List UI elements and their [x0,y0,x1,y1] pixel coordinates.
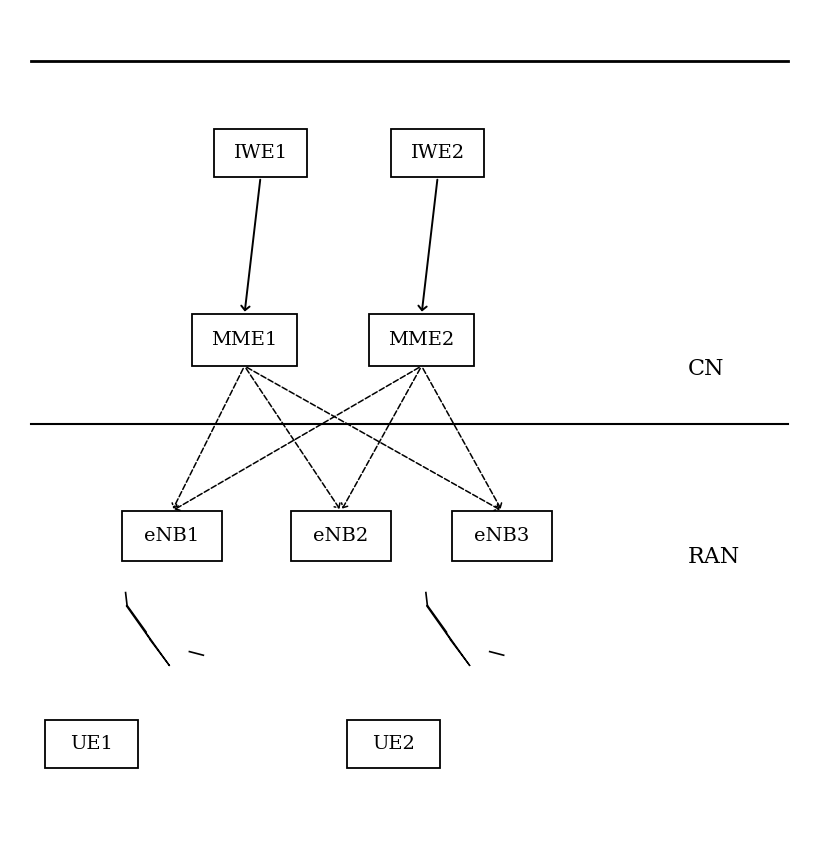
FancyBboxPatch shape [215,129,307,177]
Polygon shape [126,606,170,666]
FancyBboxPatch shape [45,720,138,768]
Text: RAN: RAN [687,545,740,567]
FancyBboxPatch shape [192,314,296,366]
Text: eNB3: eNB3 [474,527,530,545]
Text: eNB1: eNB1 [144,527,200,545]
FancyBboxPatch shape [452,511,552,561]
FancyBboxPatch shape [391,129,484,177]
FancyBboxPatch shape [291,511,391,561]
Text: MME2: MME2 [388,331,455,349]
FancyBboxPatch shape [369,314,474,366]
Text: CN: CN [687,358,724,380]
Text: MME1: MME1 [211,331,278,349]
Text: UE1: UE1 [70,735,113,753]
FancyBboxPatch shape [122,511,222,561]
Text: IWE2: IWE2 [410,144,464,162]
Text: eNB2: eNB2 [314,527,369,545]
FancyBboxPatch shape [347,720,440,768]
Text: UE2: UE2 [372,735,415,753]
Polygon shape [427,606,470,666]
Text: IWE1: IWE1 [233,144,287,162]
